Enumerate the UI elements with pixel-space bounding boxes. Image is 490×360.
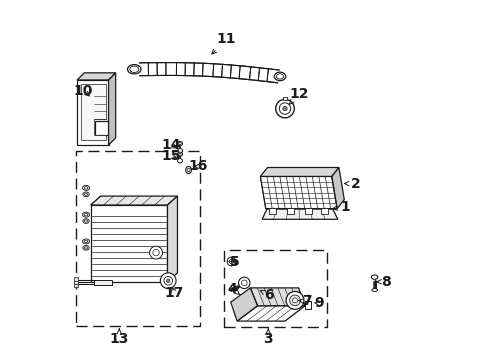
Ellipse shape — [177, 158, 182, 163]
Text: 2: 2 — [344, 176, 361, 190]
Ellipse shape — [84, 213, 88, 216]
Bar — [283, 97, 287, 100]
Ellipse shape — [84, 247, 88, 249]
Text: 10: 10 — [74, 84, 93, 98]
Ellipse shape — [82, 239, 90, 244]
Text: 12: 12 — [289, 87, 309, 104]
Text: 11: 11 — [212, 32, 236, 54]
Polygon shape — [109, 73, 116, 145]
Circle shape — [242, 280, 247, 286]
Circle shape — [149, 246, 163, 259]
Text: 13: 13 — [110, 329, 129, 346]
Circle shape — [160, 273, 176, 289]
Bar — [305, 207, 312, 214]
Circle shape — [227, 257, 236, 266]
Polygon shape — [231, 288, 258, 321]
Ellipse shape — [83, 192, 89, 197]
Bar — [287, 207, 294, 214]
Circle shape — [293, 298, 297, 303]
PathPatch shape — [140, 63, 279, 83]
Ellipse shape — [179, 143, 181, 145]
Ellipse shape — [274, 72, 286, 81]
Circle shape — [279, 103, 291, 114]
Polygon shape — [262, 208, 338, 219]
Bar — [305, 301, 312, 309]
Bar — [74, 277, 78, 281]
Text: 4: 4 — [228, 282, 240, 296]
Ellipse shape — [371, 275, 378, 279]
Ellipse shape — [130, 66, 139, 72]
Text: 15: 15 — [161, 149, 180, 163]
Text: 14: 14 — [161, 138, 180, 152]
Polygon shape — [332, 167, 344, 208]
Circle shape — [239, 277, 250, 289]
Polygon shape — [77, 73, 116, 80]
Ellipse shape — [83, 219, 89, 224]
Circle shape — [276, 99, 294, 118]
Text: 17: 17 — [165, 285, 184, 300]
Polygon shape — [260, 176, 337, 208]
Text: 3: 3 — [264, 329, 273, 346]
Polygon shape — [91, 205, 168, 282]
Bar — [74, 283, 78, 287]
Ellipse shape — [177, 141, 182, 146]
Text: 7: 7 — [298, 294, 311, 309]
Ellipse shape — [82, 212, 90, 217]
Ellipse shape — [187, 168, 190, 172]
Ellipse shape — [127, 64, 141, 74]
Bar — [270, 207, 276, 214]
Ellipse shape — [83, 246, 89, 250]
Circle shape — [167, 279, 170, 283]
Bar — [74, 280, 78, 284]
Ellipse shape — [82, 185, 90, 190]
Bar — [76, 152, 199, 327]
Circle shape — [153, 249, 159, 256]
Ellipse shape — [372, 289, 377, 292]
Polygon shape — [260, 167, 339, 176]
Polygon shape — [237, 306, 305, 321]
Bar — [321, 207, 328, 214]
Ellipse shape — [84, 240, 88, 243]
Ellipse shape — [84, 186, 88, 189]
Ellipse shape — [276, 74, 284, 79]
Polygon shape — [168, 196, 177, 282]
Text: 16: 16 — [188, 159, 208, 174]
Circle shape — [286, 292, 304, 309]
Ellipse shape — [84, 193, 88, 195]
Ellipse shape — [177, 152, 182, 157]
Circle shape — [290, 295, 300, 306]
Ellipse shape — [177, 149, 182, 153]
Text: 6: 6 — [260, 288, 274, 302]
Polygon shape — [250, 288, 305, 306]
Text: 5: 5 — [229, 255, 239, 269]
Bar — [223, 250, 327, 327]
Circle shape — [283, 107, 287, 111]
Polygon shape — [94, 280, 112, 285]
Text: 9: 9 — [314, 296, 323, 310]
Ellipse shape — [84, 220, 88, 222]
Circle shape — [229, 259, 234, 264]
Text: 8: 8 — [377, 275, 391, 289]
Ellipse shape — [186, 166, 192, 174]
Circle shape — [164, 276, 172, 285]
Polygon shape — [77, 80, 109, 145]
Polygon shape — [81, 84, 106, 140]
Text: 1: 1 — [333, 200, 350, 214]
Polygon shape — [91, 196, 177, 205]
Ellipse shape — [179, 153, 181, 156]
